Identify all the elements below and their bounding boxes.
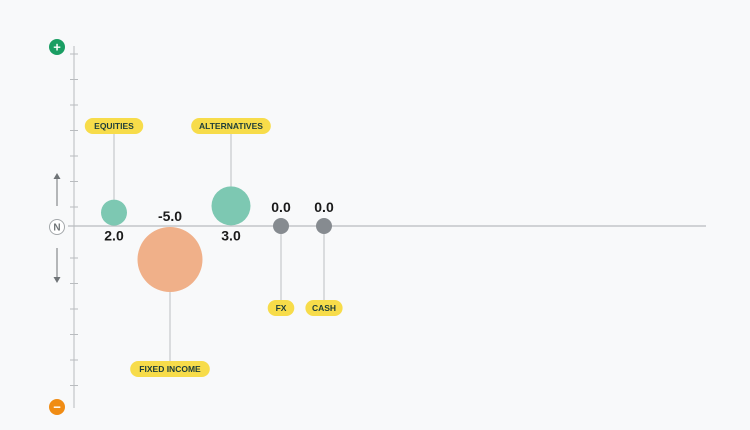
point-cash: CASH 0.0 — [305, 199, 343, 316]
plus-icon-label: + — [53, 40, 61, 55]
neutral-icon-circle — [49, 219, 65, 235]
data-bubble — [273, 218, 289, 234]
minus-icon-circle — [49, 399, 65, 415]
data-bubble — [101, 199, 127, 226]
category-label: FIXED INCOME — [139, 364, 201, 374]
value-label: 2.0 — [104, 228, 124, 244]
category-pill — [305, 300, 343, 316]
arrow-down-icon — [53, 248, 61, 283]
category-label: EQUITIES — [94, 121, 134, 131]
value-label: 0.0 — [314, 199, 334, 215]
plus-icon-circle — [49, 39, 65, 55]
plus-icon: + — [49, 39, 65, 55]
category-label: CASH — [312, 303, 336, 313]
value-label: 3.0 — [221, 227, 241, 243]
category-label: ALTERNATIVES — [199, 121, 263, 131]
data-bubble — [137, 227, 203, 292]
minus-icon-label: − — [53, 400, 61, 415]
arrow-up-head — [53, 173, 61, 179]
value-label: -5.0 — [158, 208, 182, 224]
point-fx: FX 0.0 — [267, 199, 295, 316]
data-bubble — [211, 186, 251, 226]
category-pill — [84, 118, 144, 134]
data-bubble — [316, 218, 332, 234]
minus-icon: − — [49, 399, 65, 415]
arrow-up-icon — [53, 173, 61, 206]
category-pill — [130, 361, 210, 377]
point-fixed-income: FIXED INCOME -5.0 — [130, 208, 210, 377]
neutral-icon-label: N — [53, 223, 60, 234]
neutral-n-icon: N — [49, 219, 65, 235]
point-alternatives: ALTERNATIVES 3.0 — [191, 118, 271, 243]
category-pill — [191, 118, 271, 134]
point-equities: EQUITIES 2.0 — [84, 118, 144, 244]
value-label: 0.0 — [271, 199, 291, 215]
category-label: FX — [276, 303, 287, 313]
arrow-down-head — [53, 277, 61, 283]
category-pill — [267, 300, 295, 316]
